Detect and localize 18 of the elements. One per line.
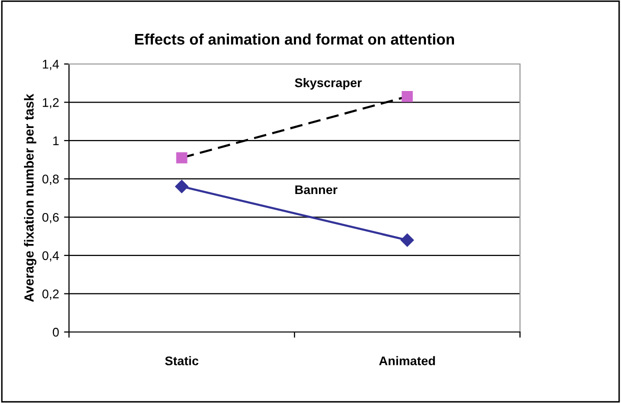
point [402,90,413,102]
y-tick-label: 1,4 [42,60,59,70]
y-axis-title: Average fixation number per task [24,94,36,302]
y-tick-label: 0,2 [42,290,59,300]
point [176,152,188,164]
y-tick-label: 1 [53,136,59,146]
series-label: Banner [295,185,338,194]
point [400,234,414,247]
y-tick-label: 0,6 [42,212,59,224]
x-tick-label: Animated [379,356,435,366]
y-tick-label: 0,8 [42,174,59,185]
series-label: Skyscraper [294,78,362,90]
y-tick-label: 0 [52,328,59,337]
y-tick-label: 1,2 [42,98,59,108]
point [175,180,188,194]
x-tick-label: Static [165,356,198,366]
chart-title: Effects of animation and format on attention [135,33,454,45]
y-tick-label: 0,4 [42,251,59,262]
